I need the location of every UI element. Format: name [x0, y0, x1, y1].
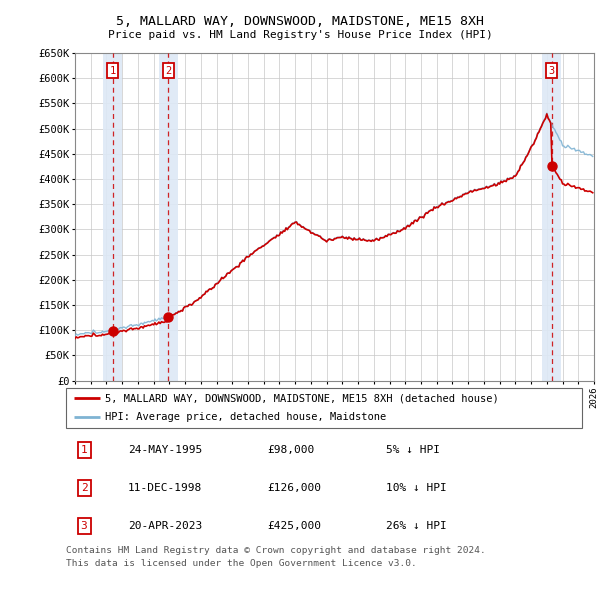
Text: Contains HM Land Registry data © Crown copyright and database right 2024.: Contains HM Land Registry data © Crown c…: [66, 546, 486, 555]
Text: 24-MAY-1995: 24-MAY-1995: [128, 445, 202, 455]
Text: 11-DEC-1998: 11-DEC-1998: [128, 483, 202, 493]
Text: 3: 3: [548, 65, 554, 76]
Text: 5% ↓ HPI: 5% ↓ HPI: [386, 445, 440, 455]
Text: HPI: Average price, detached house, Maidstone: HPI: Average price, detached house, Maid…: [104, 412, 386, 422]
Text: 10% ↓ HPI: 10% ↓ HPI: [386, 483, 446, 493]
Text: 5, MALLARD WAY, DOWNSWOOD, MAIDSTONE, ME15 8XH: 5, MALLARD WAY, DOWNSWOOD, MAIDSTONE, ME…: [116, 15, 484, 28]
Bar: [159, 53, 178, 381]
Text: Price paid vs. HM Land Registry's House Price Index (HPI): Price paid vs. HM Land Registry's House …: [107, 30, 493, 40]
Bar: [103, 53, 122, 381]
Text: 1: 1: [109, 65, 116, 76]
FancyBboxPatch shape: [66, 388, 582, 428]
Text: £425,000: £425,000: [267, 521, 321, 531]
Text: 2: 2: [80, 483, 88, 493]
Text: This data is licensed under the Open Government Licence v3.0.: This data is licensed under the Open Gov…: [66, 559, 417, 568]
Text: 20-APR-2023: 20-APR-2023: [128, 521, 202, 531]
Text: 26% ↓ HPI: 26% ↓ HPI: [386, 521, 446, 531]
Text: 3: 3: [80, 521, 88, 531]
Text: £98,000: £98,000: [267, 445, 314, 455]
Text: £126,000: £126,000: [267, 483, 321, 493]
Text: 5, MALLARD WAY, DOWNSWOOD, MAIDSTONE, ME15 8XH (detached house): 5, MALLARD WAY, DOWNSWOOD, MAIDSTONE, ME…: [104, 394, 499, 404]
Text: 1: 1: [80, 445, 88, 455]
Bar: [542, 53, 561, 381]
Text: 2: 2: [166, 65, 172, 76]
